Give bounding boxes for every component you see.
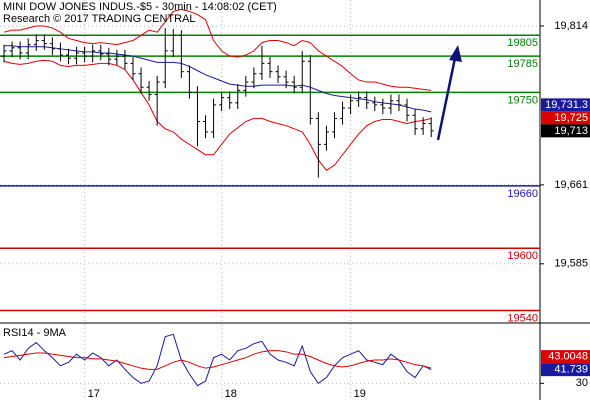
ohlc-bar [372, 96, 378, 112]
arrow-shaft [436, 57, 457, 141]
ohlc-bar [178, 30, 184, 78]
series-line [3, 333, 432, 387]
value-tag-box [541, 124, 590, 138]
ohlc-bar [162, 28, 168, 89]
ohlc-bar [138, 67, 144, 94]
ohlc-bar [154, 75, 160, 126]
ohlc-bar [259, 45, 265, 80]
level-label: 19660 [507, 188, 538, 200]
ohlc-bar [25, 38, 31, 60]
ohlc-bar [33, 34, 39, 51]
ohlc-bar [267, 57, 273, 78]
ohlc-bar [315, 112, 321, 178]
series-line [3, 8, 432, 91]
ohlc-bar [82, 46, 88, 63]
x-tick-label: 18 [225, 388, 237, 400]
ohlc-bar [41, 34, 47, 50]
value-tag-label: 19,713 [554, 125, 588, 137]
ohlc-bar [49, 37, 55, 56]
ohlc-bar [420, 117, 426, 136]
ohlc-bar [243, 75, 249, 97]
ohlc-bar [388, 94, 394, 115]
level-label: 19805 [507, 37, 538, 49]
arrow-head [449, 45, 462, 62]
series-line [4, 45, 432, 113]
chart-title: MINI DOW JONES INDUS.-$5 - 30min - 14:08… [3, 1, 277, 13]
ohlc-bar [291, 75, 297, 94]
ohlc-bar [211, 98, 217, 139]
ohlc-bar [203, 115, 209, 139]
level-label: 19750 [507, 94, 538, 106]
ohlc-bar [219, 91, 225, 112]
ohlc-bar [194, 86, 200, 147]
value-tag-label: 19,725 [554, 112, 588, 124]
ohlc-bar [9, 41, 15, 58]
ohlc-bar [1, 44, 7, 63]
value-tag-label: 41.739 [554, 364, 588, 376]
ohlc-bar [17, 41, 23, 60]
value-tag-box [541, 363, 590, 377]
ohlc-bar [356, 91, 362, 107]
ohlc-bar [235, 84, 241, 110]
value-tag-label: 43.0048 [548, 351, 588, 363]
ohlc-bar [186, 65, 192, 99]
ohlc-bar [57, 42, 63, 62]
ohlc-bar [66, 48, 72, 65]
value-tag-box [541, 350, 590, 364]
series-line [3, 59, 432, 171]
ohlc-bar [404, 98, 410, 122]
ohlc-bar [428, 117, 434, 138]
ohlc-bar [146, 81, 152, 101]
y-tick-label: 30 [576, 377, 588, 389]
ohlc-bar [412, 109, 418, 136]
ohlc-bar [130, 57, 136, 80]
ohlc-bar [275, 65, 281, 84]
ohlc-bar [283, 70, 289, 89]
ohlc-bar [331, 112, 337, 139]
ohlc-bar [380, 98, 386, 115]
x-tick-label: 19 [354, 388, 366, 400]
ohlc-bar [122, 49, 128, 70]
chart-subtitle: Research © 2017 TRADING CENTRAL [3, 13, 196, 25]
target-arrow [436, 45, 462, 141]
value-tag-label: 19,731.3 [545, 99, 588, 111]
ohlc-bar [74, 46, 80, 65]
ohlc-bar [340, 101, 346, 125]
value-tag-box [541, 98, 590, 112]
ohlc-bar [323, 125, 329, 151]
y-tick-label: 19,814 [554, 20, 588, 32]
ohlc-bar [348, 94, 354, 115]
value-tag-box [541, 111, 590, 125]
ohlc-bar [170, 29, 176, 58]
ohlc-bar [364, 91, 370, 110]
series-line [3, 350, 432, 370]
level-label: 19785 [507, 58, 538, 70]
ohlc-bar [251, 67, 257, 89]
ohlc-bar [98, 44, 104, 61]
ohlc-bar [396, 94, 402, 112]
level-label: 19540 [507, 312, 538, 324]
x-tick-label: 17 [88, 388, 100, 400]
ohlc-bar [307, 55, 313, 125]
ohlc-bar [227, 91, 233, 110]
ohlc-bar [114, 49, 120, 66]
y-tick-label: 19,585 [554, 258, 588, 270]
ohlc-bar [106, 47, 112, 66]
rsi-title: RSI14 - 9MA [3, 327, 67, 339]
y-tick-label: 19,661 [554, 179, 588, 191]
level-label: 19600 [507, 250, 538, 262]
ohlc-bar [90, 44, 96, 63]
ohlc-bar [299, 50, 305, 94]
